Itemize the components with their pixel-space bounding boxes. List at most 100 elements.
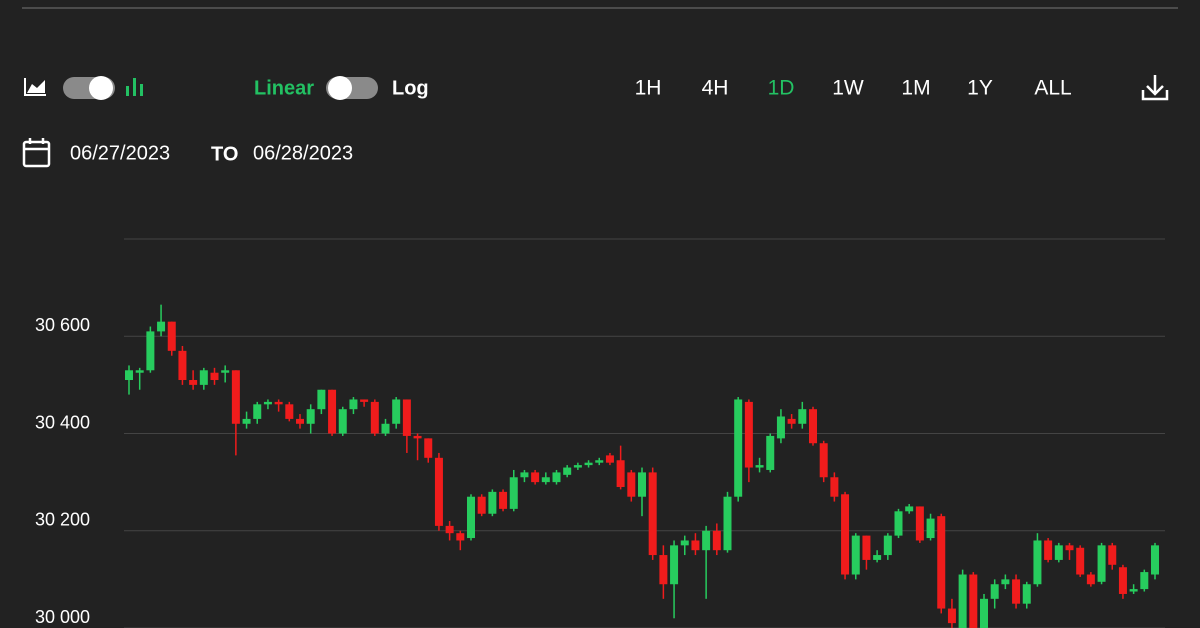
candle-body — [253, 404, 262, 419]
candle-body — [360, 399, 369, 402]
candle-body — [1151, 545, 1159, 575]
candle-chart-icon[interactable] — [126, 78, 143, 96]
y-tick-label: 30 000 — [35, 607, 90, 627]
candle-body — [776, 416, 785, 439]
candle-body — [990, 584, 999, 599]
candle-body — [467, 496, 475, 539]
candle-body — [274, 401, 283, 405]
candle-body — [798, 409, 807, 424]
candle-body — [851, 535, 860, 575]
candle-body — [424, 438, 433, 458]
candle-body — [285, 404, 294, 419]
candle-body — [691, 540, 700, 551]
candle-body — [680, 540, 689, 546]
candle-body — [712, 530, 721, 551]
candle-body — [210, 372, 219, 381]
y-tick-label: 30 200 — [35, 510, 90, 530]
candle-body — [189, 380, 198, 385]
candle-body — [937, 516, 946, 609]
candle-body — [178, 350, 187, 381]
candle-body — [1076, 547, 1085, 575]
range-button[interactable]: 1W — [832, 77, 864, 100]
candle-body — [520, 472, 529, 478]
candle-body — [648, 472, 657, 556]
candle-body — [787, 418, 796, 424]
candle-body — [809, 409, 817, 444]
candle-body — [477, 496, 486, 514]
candle-body — [1022, 584, 1031, 604]
candle-body — [1118, 567, 1127, 594]
range-button[interactable]: 4H — [702, 77, 729, 100]
candle-body — [231, 370, 240, 424]
candle-body — [221, 370, 230, 373]
candle-body — [349, 399, 358, 410]
candle-body — [338, 409, 347, 434]
candle-body — [616, 460, 625, 487]
candle-body — [434, 457, 443, 526]
date-separator: TO — [211, 143, 238, 165]
candle-body — [125, 370, 133, 381]
candle-body — [627, 472, 636, 497]
candle-body — [926, 518, 935, 539]
chart-type-toggle[interactable] — [63, 76, 115, 100]
candle-body — [894, 511, 903, 536]
candle-body — [1044, 540, 1053, 560]
candle-body — [595, 460, 604, 463]
candle-body — [541, 477, 550, 483]
candle-body — [1140, 572, 1149, 590]
candle-body — [263, 401, 272, 405]
candle-body — [445, 525, 454, 534]
candle-body — [638, 472, 646, 497]
candle-body — [413, 435, 422, 439]
candle-body — [905, 506, 914, 512]
candle-body — [1033, 540, 1042, 585]
candle-body — [830, 477, 839, 497]
range-button[interactable]: 1D — [768, 77, 795, 100]
candle-body — [755, 465, 764, 468]
candle-body — [199, 370, 208, 385]
range-button[interactable]: ALL — [1034, 77, 1071, 100]
date-to[interactable]: 06/28/2023 — [253, 142, 353, 164]
candle-body — [980, 598, 988, 628]
area-chart-icon[interactable] — [24, 78, 46, 96]
candle-body — [584, 462, 593, 466]
candle-body — [1108, 545, 1117, 565]
scale-linear[interactable]: Linear — [254, 77, 314, 99]
candle-body — [1054, 545, 1063, 560]
candle-body — [488, 491, 497, 514]
candle-body — [766, 435, 775, 470]
range-button[interactable]: 1H — [635, 77, 662, 100]
range-button[interactable]: 1M — [901, 77, 930, 100]
candle-body — [317, 389, 326, 410]
range-button[interactable]: 1Y — [967, 77, 993, 100]
candle-body — [242, 418, 251, 424]
candle-body — [157, 321, 166, 332]
candle-body — [958, 574, 967, 628]
candle-body — [328, 389, 337, 434]
candle-body — [296, 418, 304, 424]
candle-body — [135, 370, 144, 373]
y-tick-label: 30 600 — [35, 315, 90, 335]
candle-body — [734, 399, 743, 497]
candle-body — [841, 494, 850, 575]
candle-body — [1086, 574, 1095, 585]
candle-body — [883, 535, 892, 556]
candle-body — [744, 401, 753, 468]
candle-body — [1097, 545, 1106, 582]
candle-body — [659, 555, 668, 585]
candle-body — [605, 455, 614, 463]
candle-body — [402, 399, 411, 436]
download-icon[interactable] — [1141, 75, 1169, 101]
scale-toggle[interactable] — [326, 76, 378, 100]
candle-body — [392, 399, 401, 424]
candle-body — [723, 496, 732, 551]
candle-body — [915, 506, 924, 541]
candle-body — [381, 423, 390, 434]
scale-log[interactable]: Log — [392, 77, 429, 99]
calendar-icon[interactable] — [22, 138, 51, 168]
date-from[interactable]: 06/27/2023 — [70, 142, 170, 164]
candle-body — [370, 401, 379, 434]
candle-body — [1001, 579, 1010, 585]
candle-body — [509, 477, 518, 509]
